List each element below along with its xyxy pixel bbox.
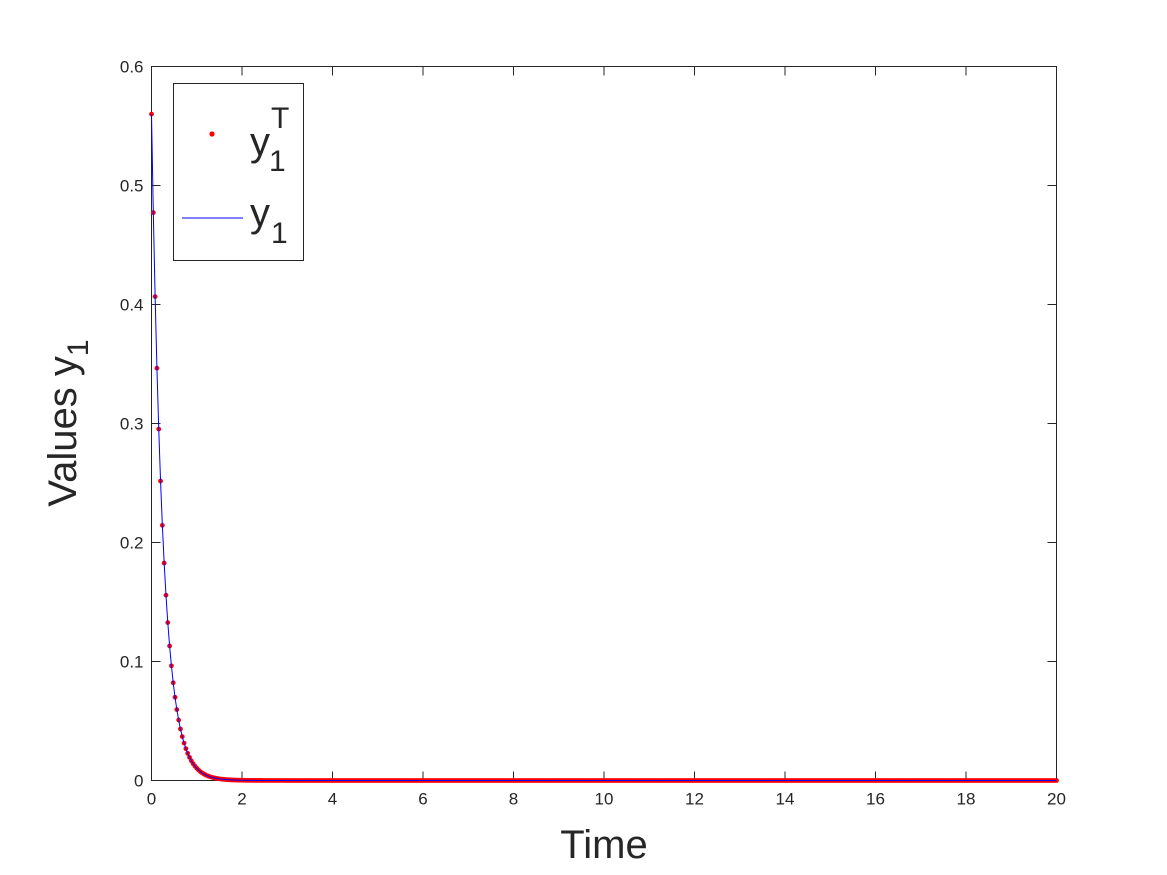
- y-tick-label: 0.3: [120, 415, 144, 434]
- y-tick-label: 0.5: [120, 177, 144, 196]
- y-tick-label: 0.1: [120, 653, 144, 672]
- x-tick-label: 14: [776, 790, 795, 809]
- legend-label-series-2-base: y: [250, 191, 270, 235]
- x-tick-label: 8: [509, 790, 518, 809]
- svg-text:Values y1: Values y1: [41, 339, 95, 506]
- x-axis-title: Time: [560, 823, 647, 867]
- legend-label-series-1-sup: T: [271, 102, 289, 135]
- y-axis-title-main: Values y: [41, 356, 85, 506]
- legend-label-series-1: y: [250, 120, 270, 164]
- y-tick-label: 0.6: [120, 58, 144, 77]
- series-2-line: [151, 114, 1057, 781]
- y-tick-label: 0.4: [120, 296, 144, 315]
- axis-ticks: 0 2 4 6 8 10 12 14 16 18 20 0 0.1 0.2 0.3 0.4 0.5 0.6: [120, 58, 1066, 809]
- legend-box: [173, 83, 304, 261]
- x-tick-label: 12: [685, 790, 704, 809]
- x-tick-label: 16: [866, 790, 885, 809]
- x-tick-label: 2: [237, 790, 246, 809]
- legend-label-series-2-sub: 1: [271, 217, 288, 250]
- legend-label-series-2: y: [250, 191, 270, 235]
- x-tick-label: 18: [957, 790, 976, 809]
- legend: y 1 T y 1: [173, 83, 304, 261]
- x-tick-label: 0: [147, 790, 156, 809]
- y-axis-title: Values y1: [41, 339, 95, 506]
- y-axis-title-subscript: 1: [62, 339, 95, 356]
- y-tick-label: 0.2: [120, 534, 144, 553]
- legend-label-series-1-sub: 1: [269, 145, 286, 178]
- x-tick-label: 4: [328, 790, 337, 809]
- x-tick-label: 6: [418, 790, 427, 809]
- x-tick-label: 20: [1047, 790, 1066, 809]
- y-tick-label: 0: [134, 772, 143, 791]
- series-layer: [149, 111, 1059, 783]
- legend-marker-series-1: [209, 131, 215, 137]
- x-tick-label: 10: [595, 790, 614, 809]
- legend-label-series-1-base: y: [250, 120, 270, 164]
